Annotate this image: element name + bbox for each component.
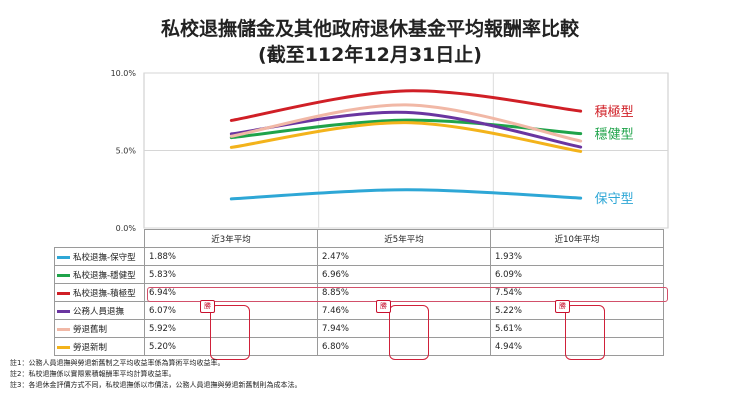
legend-swatch (57, 273, 70, 277)
legend-swatch (57, 345, 70, 349)
y-tick-label: 5.0% (116, 147, 137, 156)
series-name-cell: 私校退撫-保守型 (54, 247, 145, 266)
series-line-4 (229, 103, 583, 143)
footnotes: 註1：公務人員退撫與勞退新舊制之平均收益率係為算術平均收益率。 註2：私校退撫係… (10, 358, 301, 391)
series-name-cell: 勞退舊制 (54, 319, 145, 338)
series-end-label-1: 穩健型 (595, 128, 634, 143)
table-row: 勞退舊制 5.92% 7.94% 5.61% (54, 319, 664, 338)
series-name: 公務人員退撫 (73, 306, 125, 317)
value-cell: 5.20% (144, 337, 318, 356)
value-cell: 2.47% (317, 247, 491, 266)
footnote-1: 註1：公務人員退撫與勞退新舊制之平均收益率係為算術平均收益率。 (10, 359, 225, 367)
series-line-2 (229, 89, 583, 122)
table-header-cell: 近10年平均 (490, 229, 664, 248)
win-badge-10yr: 勝 (555, 300, 570, 313)
series-end-label-2: 積極型 (595, 104, 634, 120)
y-tick-label: 10.0% (111, 69, 137, 78)
series-line-5 (229, 121, 583, 153)
value-cell: 5.83% (144, 265, 318, 284)
highlight-col-3yr (210, 305, 250, 360)
series-name-cell: 私校退撫-穩健型 (54, 265, 145, 284)
series-name: 私校退撫-穩健型 (73, 270, 136, 281)
value-cell: 1.93% (490, 247, 664, 266)
table-header-row: 近3年平均 近5年平均 近10年平均 (54, 229, 664, 248)
highlight-col-10yr (565, 305, 605, 360)
series-name: 私校退撫-積極型 (73, 288, 136, 299)
win-badge-5yr: 勝 (376, 300, 391, 313)
chart-title-line2: (截至112年12月31日止) (258, 44, 482, 66)
table-corner (54, 229, 145, 248)
chart-title-line1: 私校退撫儲金及其他政府退休基金平均報酬率比較 (160, 18, 579, 40)
table-row: 私校退撫-穩健型 5.83% 6.96% 6.09% (54, 265, 664, 284)
value-cell: 6.09% (490, 265, 664, 284)
legend-swatch (57, 291, 70, 295)
win-badge-3yr: 勝 (200, 300, 215, 313)
y-tick-label: 0.0% (116, 224, 137, 232)
value-cell: 4.94% (490, 337, 664, 356)
series-name: 勞退新制 (73, 342, 108, 353)
series-name: 私校退撫-保守型 (73, 252, 136, 263)
footnote-3: 註3：各退休金評價方式不同，私校退撫係以市價法，公務人員退撫與勞退新舊制則為成本… (10, 381, 302, 389)
legend-swatch (57, 327, 70, 331)
table-row: 勞退新制 5.20% 6.80% 4.94% (54, 337, 664, 356)
series-name-cell: 勞退新制 (54, 337, 145, 356)
table-header-cell: 近3年平均 (144, 229, 318, 248)
series-name-cell: 私校退撫-積極型 (54, 283, 145, 302)
table-header-cell: 近5年平均 (317, 229, 491, 248)
line-chart: 0.0% 5.0% 10.0% 保守型 穩健型 積極型 (111, 69, 669, 232)
data-table: 近3年平均 近5年平均 近10年平均 私校退撫-保守型 1.88% 2.47% 1.9… (54, 229, 664, 356)
series-name: 勞退舊制 (73, 324, 108, 335)
highlight-row-aggressive (147, 287, 668, 302)
series-line-0 (229, 188, 583, 201)
series-name-cell: 公務人員退撫 (54, 301, 145, 320)
value-cell: 1.88% (144, 247, 318, 266)
legend-swatch (57, 255, 70, 259)
series-end-label-0: 保守型 (595, 192, 634, 207)
table-row: 私校退撫-保守型 1.88% 2.47% 1.93% (54, 247, 664, 266)
legend-swatch (57, 309, 70, 313)
value-cell: 6.96% (317, 265, 491, 284)
highlight-col-5yr (389, 305, 429, 360)
footnote-2: 註2：私校退撫係以實際累積報酬率平均計算收益率。 (10, 370, 176, 378)
